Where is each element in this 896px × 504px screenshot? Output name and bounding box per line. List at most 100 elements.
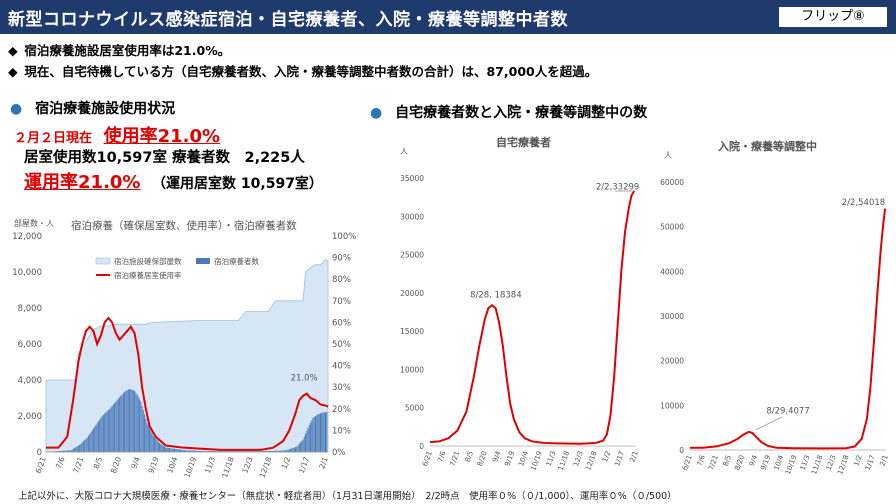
hotel-bar <box>302 439 304 452</box>
hotel-bar <box>134 390 136 452</box>
hotel-y-right-tick: 20% <box>332 405 351 415</box>
hotel-bar <box>262 451 264 452</box>
x-tick: 2/1 <box>629 450 640 463</box>
hotel-bar <box>237 451 239 452</box>
hotel-bar <box>317 414 319 452</box>
bullet-2: ◆ 現在、自宅待機している方（自宅療養者数、入院・療養等調整中者数の合計）は、8… <box>8 61 597 82</box>
hotel-bar <box>236 451 238 452</box>
x-tick: 11/3 <box>799 454 812 472</box>
hotel-bar <box>69 450 71 452</box>
hotel-chart: 部屋数・人 宿泊療養（確保居室数、使用率）・宿泊療養者数 0 2,000 4,000… <box>12 218 356 479</box>
hotel-bar <box>155 438 157 452</box>
hotel-x-tick: 12/3 <box>240 455 254 474</box>
hotel-x-tick: 10/19 <box>182 455 198 479</box>
y-tick: 35000 <box>400 174 424 183</box>
hotel-y-left-label: 部屋数・人 <box>14 218 54 228</box>
y-tick: 0 <box>419 442 424 451</box>
x-tick: 8/20 <box>476 450 489 468</box>
hotel-bar <box>227 451 229 452</box>
operation-rate-line: 運用率21.0% （運用居室数 10,597室） <box>24 168 323 194</box>
hotel-bar <box>267 450 269 452</box>
hotel-bar <box>205 451 207 452</box>
hotel-bar <box>256 451 258 452</box>
hotel-y-right-tick: 100% <box>332 232 356 242</box>
hotel-bar <box>287 449 289 452</box>
hotel-bar <box>207 451 209 452</box>
hotel-bar <box>57 451 59 452</box>
x-tick: 1/2 <box>601 450 612 463</box>
hotel-bar <box>126 390 128 452</box>
hotel-bar <box>263 451 265 452</box>
hotel-bar <box>286 450 288 452</box>
hotel-bar <box>124 392 126 452</box>
hotel-bar <box>268 450 270 452</box>
adjustment-chart: 入院・療養等調整中 人 0 10000 20000 30000 40000 50000 60… <box>660 139 890 476</box>
y-tick: 5000 <box>405 404 424 413</box>
hotel-bar <box>111 405 113 452</box>
x-tick: 9/19 <box>759 454 772 472</box>
hotel-bar <box>307 427 309 452</box>
hotel-bar <box>99 419 101 452</box>
y-tick: 15000 <box>400 327 424 336</box>
hotel-x-tick: 10/4 <box>165 455 179 474</box>
hotel-bar <box>75 447 77 452</box>
hotel-bar <box>291 448 293 452</box>
hotel-bar <box>250 451 252 452</box>
hotel-bar <box>270 450 272 452</box>
hotel-x-tick: 8/5 <box>92 455 105 470</box>
hotel-bar <box>72 448 74 452</box>
hotel-bar <box>152 435 154 452</box>
adj-y-label: 人 <box>664 151 672 160</box>
hotel-y-left-tick: 8,000 <box>18 304 42 314</box>
x-tick: 7/6 <box>436 449 448 463</box>
x-tick: 1/2 <box>852 454 863 467</box>
hotel-y-right-tick: 30% <box>332 383 351 393</box>
hotel-bar <box>195 450 197 452</box>
hotel-x-tick: 7/6 <box>54 455 67 470</box>
hotel-bar <box>190 450 192 452</box>
hotel-y-right-tick: 50% <box>332 340 351 350</box>
hotel-y-right-tick: 0% <box>332 448 346 458</box>
hotel-bar <box>136 394 138 452</box>
hotel-bar <box>172 448 174 452</box>
hotel-bar <box>231 451 233 452</box>
hotel-bar <box>181 449 183 452</box>
hotel-bar <box>235 451 237 452</box>
hotel-bar <box>293 447 295 452</box>
home-y-label: 人 <box>400 147 408 156</box>
hotel-bar <box>167 447 169 452</box>
hotel-bar <box>79 444 81 452</box>
hotel-bar <box>84 440 86 452</box>
hotel-bar <box>105 412 107 452</box>
hotel-bar <box>92 428 94 452</box>
hotel-bar <box>77 445 79 452</box>
hotel-bar <box>298 443 300 452</box>
hotel-bar <box>114 403 116 452</box>
diamond-bullet-icon: ◆ <box>8 64 18 79</box>
hotel-x-tick: 9/4 <box>129 455 142 470</box>
hotel-bar <box>273 450 275 452</box>
hotel-bar <box>146 423 148 452</box>
hotel-bar <box>74 447 76 452</box>
hotel-bar <box>89 434 91 452</box>
hotel-bar <box>316 415 318 452</box>
hotel-bar <box>238 451 240 452</box>
x-tick: 10/4 <box>772 453 785 471</box>
hotel-bar <box>245 451 247 452</box>
hotel-bar <box>161 444 163 452</box>
hotel-y-left-tick: 12,000 <box>12 232 42 242</box>
hotel-bar <box>201 451 203 452</box>
hotel-bar <box>177 449 179 452</box>
hotel-bar <box>137 396 139 452</box>
hotel-bar <box>129 389 131 452</box>
hotel-bar <box>261 451 263 452</box>
hotel-bar <box>260 451 262 452</box>
operation-detail: （運用居室数 10,597室） <box>152 176 323 192</box>
hotel-bar <box>283 450 285 452</box>
hotel-bar <box>174 448 176 452</box>
hotel-y-right-tick: 40% <box>332 362 351 372</box>
right-section-heading: ● 自宅療養者数と入院・療養等調整中の数 <box>370 102 647 122</box>
y-tick: 50000 <box>660 223 684 232</box>
hotel-bar <box>165 447 167 452</box>
hotel-bar <box>303 436 305 452</box>
